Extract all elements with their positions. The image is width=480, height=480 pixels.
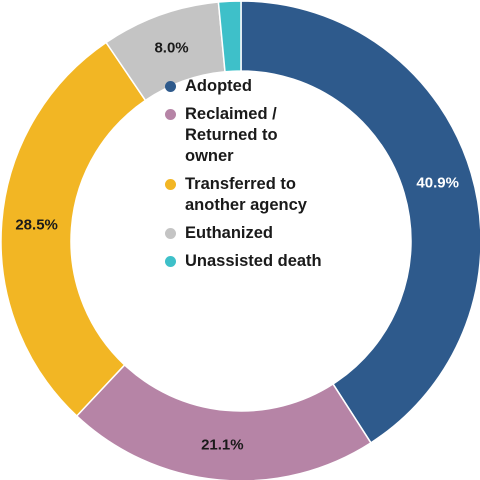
legend-item-adopted: Adopted [165, 76, 365, 97]
data-label-euthanized: 8.0% [154, 40, 188, 57]
legend-swatch-unassisted-death [165, 256, 176, 267]
legend-label-unassisted-death: Unassisted death [185, 252, 322, 270]
data-label-transferred: 28.5% [15, 216, 58, 233]
legend-label-reclaimed: Reclaimed / Returned to owner [185, 105, 278, 165]
slice-transferred [0, 41, 147, 418]
legend-label-transferred: Transferred to another agency [185, 175, 307, 214]
legend: Adopted Reclaimed / Returned to owner Tr… [165, 76, 365, 279]
legend-item-transferred: Transferred to another agency [165, 174, 345, 216]
legend-item-reclaimed: Reclaimed / Returned to owner [165, 104, 325, 167]
legend-swatch-adopted [165, 81, 176, 92]
legend-swatch-euthanized [165, 228, 176, 239]
legend-swatch-transferred [165, 179, 176, 190]
legend-label-euthanized: Euthanized [185, 224, 274, 242]
legend-item-euthanized: Euthanized [165, 223, 365, 244]
data-label-adopted: 40.9% [416, 175, 459, 192]
slice-adopted [240, 0, 480, 444]
data-label-reclaimed: 21.1% [201, 437, 244, 454]
legend-swatch-reclaimed [165, 109, 176, 120]
slice-reclaimed [75, 363, 372, 480]
legend-label-adopted: Adopted [185, 77, 252, 95]
legend-item-unassisted-death: Unassisted death [165, 251, 365, 272]
slice-unassisted-death [217, 0, 242, 73]
